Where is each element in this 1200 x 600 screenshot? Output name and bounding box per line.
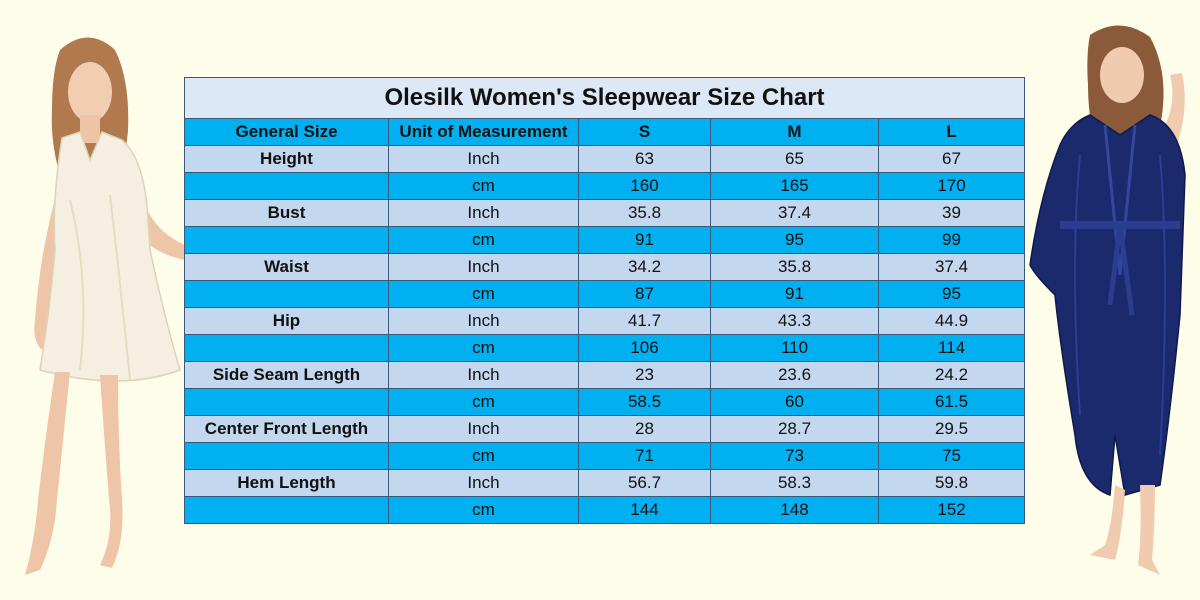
value-m: 58.3 [710, 469, 879, 497]
value-m: 65 [710, 145, 879, 173]
value-s: 41.7 [578, 307, 711, 335]
row-unit: Inch [388, 361, 579, 389]
row-label [184, 334, 389, 362]
value-l: 170 [877, 172, 1026, 200]
table-row: Hip Inch 41.7 43.3 44.9 [184, 307, 1026, 335]
value-m: 60 [710, 388, 879, 416]
row-label [184, 388, 389, 416]
value-m: 95 [710, 226, 879, 254]
row-unit: cm [388, 442, 579, 470]
row-label: Hip [184, 307, 389, 335]
value-s: 160 [578, 172, 711, 200]
value-m: 28.7 [710, 415, 879, 443]
row-unit: Inch [388, 307, 579, 335]
row-label: Hem Length [184, 469, 389, 497]
value-s: 63 [578, 145, 711, 173]
chart-title: Olesilk Women's Sleepwear Size Chart [183, 77, 1026, 119]
row-label [184, 442, 389, 470]
table-row: Bust Inch 35.8 37.4 39 [184, 199, 1026, 227]
header-size-l: L [877, 118, 1026, 146]
row-unit: Inch [388, 145, 579, 173]
row-unit: cm [388, 226, 579, 254]
row-unit: Inch [388, 415, 579, 443]
row-label: Bust [184, 199, 389, 227]
row-label: Waist [184, 253, 389, 281]
row-unit: cm [388, 334, 579, 362]
row-label: Side Seam Length [184, 361, 389, 389]
header-size-m: M [710, 118, 879, 146]
header-general-size: General Size [184, 118, 389, 146]
table-row: cm 106 110 114 [184, 334, 1026, 362]
value-s: 106 [578, 334, 711, 362]
value-l: 44.9 [877, 307, 1026, 335]
value-s: 71 [578, 442, 711, 470]
row-label [184, 496, 389, 524]
table-row: cm 91 95 99 [184, 226, 1026, 254]
value-s: 28 [578, 415, 711, 443]
value-m: 73 [710, 442, 879, 470]
row-unit: cm [388, 388, 579, 416]
value-s: 35.8 [578, 199, 711, 227]
model-nightgown-image [25, 37, 185, 575]
table-row: Hem Length Inch 56.7 58.3 59.8 [184, 469, 1026, 497]
table-row: cm 71 73 75 [184, 442, 1026, 470]
table-row: Side Seam Length Inch 23 23.6 24.2 [184, 361, 1026, 389]
row-label: Height [184, 145, 389, 173]
value-l: 152 [877, 496, 1026, 524]
header-row: General Size Unit of Measurement S M L [184, 118, 1026, 146]
model-robe-image [1029, 25, 1186, 575]
table-row: cm 58.5 60 61.5 [184, 388, 1026, 416]
value-s: 87 [578, 280, 711, 308]
value-l: 99 [877, 226, 1026, 254]
row-label [184, 226, 389, 254]
value-s: 91 [578, 226, 711, 254]
value-l: 37.4 [877, 253, 1026, 281]
row-unit: cm [388, 172, 579, 200]
value-s: 58.5 [578, 388, 711, 416]
value-m: 165 [710, 172, 879, 200]
row-unit: Inch [388, 199, 579, 227]
size-chart-table: Olesilk Women's Sleepwear Size Chart Gen… [183, 77, 1026, 524]
table-row: Waist Inch 34.2 35.8 37.4 [184, 253, 1026, 281]
value-m: 43.3 [710, 307, 879, 335]
value-l: 67 [877, 145, 1026, 173]
header-size-s: S [578, 118, 711, 146]
value-l: 39 [877, 199, 1026, 227]
value-l: 24.2 [877, 361, 1026, 389]
row-unit: Inch [388, 253, 579, 281]
value-s: 23 [578, 361, 711, 389]
row-unit: cm [388, 280, 579, 308]
table-row: cm 160 165 170 [184, 172, 1026, 200]
value-l: 114 [877, 334, 1026, 362]
value-l: 95 [877, 280, 1026, 308]
row-label [184, 172, 389, 200]
value-m: 91 [710, 280, 879, 308]
table-row: Height Inch 63 65 67 [184, 145, 1026, 173]
value-m: 148 [710, 496, 879, 524]
value-s: 34.2 [578, 253, 711, 281]
table-row: cm 87 91 95 [184, 280, 1026, 308]
value-m: 35.8 [710, 253, 879, 281]
value-l: 59.8 [877, 469, 1026, 497]
value-m: 110 [710, 334, 879, 362]
value-l: 61.5 [877, 388, 1026, 416]
table-row: cm 144 148 152 [184, 496, 1026, 524]
value-s: 56.7 [578, 469, 711, 497]
value-s: 144 [578, 496, 711, 524]
value-m: 23.6 [710, 361, 879, 389]
value-m: 37.4 [710, 199, 879, 227]
row-unit: Inch [388, 469, 579, 497]
table-row: Center Front Length Inch 28 28.7 29.5 [184, 415, 1026, 443]
value-l: 29.5 [877, 415, 1026, 443]
value-l: 75 [877, 442, 1026, 470]
row-label [184, 280, 389, 308]
header-unit: Unit of Measurement [388, 118, 579, 146]
row-unit: cm [388, 496, 579, 524]
row-label: Center Front Length [184, 415, 389, 443]
